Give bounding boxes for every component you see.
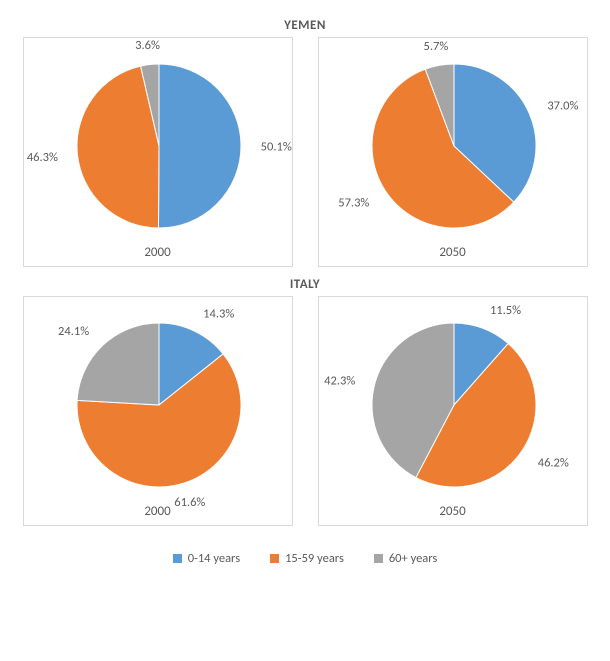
pie-chart: 50.1% 46.3% 3.6% 2000: [23, 37, 293, 267]
slice-label-age_60_plus: 3.6%: [135, 38, 160, 53]
pie-svg: 37.0% 57.3% 5.7%: [319, 38, 589, 268]
legend-item-age_60_plus: 60+ years: [374, 551, 437, 566]
legend-label: 15-59 years: [285, 551, 344, 566]
slice-label-age_60_plus: 5.7%: [423, 39, 448, 54]
chart-row: 50.1% 46.3% 3.6% 2000 37.0% 57.3% 5.7% 2050: [10, 37, 600, 267]
pie-svg: 11.5% 46.2% 42.3%: [319, 297, 589, 527]
slice-label-age_0_14: 14.3%: [203, 306, 234, 321]
legend-swatch: [173, 554, 182, 563]
pie-svg: 50.1% 46.3% 3.6%: [24, 38, 294, 268]
chart-row: 14.3% 61.6% 24.1% 2000 11.5% 46.2% 42.3% 2050: [10, 296, 600, 526]
legend: 0-14 years 15-59 years 60+ years: [10, 551, 600, 566]
year-label: 2000: [144, 504, 170, 519]
pie-slice-age_60_plus: [77, 323, 159, 405]
pie-slice-age_0_14: [158, 64, 241, 228]
pie-chart: 11.5% 46.2% 42.3% 2050: [318, 296, 588, 526]
year-label: 2050: [439, 504, 465, 519]
section-title: ITALY: [10, 277, 600, 292]
legend-swatch: [374, 554, 383, 563]
slice-label-age_15_59: 57.3%: [338, 195, 369, 210]
slice-label-age_0_14: 50.1%: [260, 139, 291, 154]
legend-item-age_0_14: 0-14 years: [173, 551, 240, 566]
legend-swatch: [270, 554, 279, 563]
slice-label-age_60_plus: 42.3%: [324, 374, 355, 389]
slice-label-age_0_14: 37.0%: [547, 99, 578, 114]
legend-item-age_15_59: 15-59 years: [270, 551, 344, 566]
slice-label-age_15_59: 46.3%: [26, 150, 57, 165]
slice-label-age_0_14: 11.5%: [489, 303, 520, 318]
pie-chart: 37.0% 57.3% 5.7% 2050: [318, 37, 588, 267]
slice-label-age_15_59: 61.6%: [174, 495, 205, 510]
year-label: 2000: [144, 245, 170, 260]
year-label: 2050: [439, 245, 465, 260]
legend-label: 0-14 years: [188, 551, 240, 566]
pie-chart: 14.3% 61.6% 24.1% 2000: [23, 296, 293, 526]
section-title: YEMEN: [10, 18, 600, 33]
slice-label-age_15_59: 46.2%: [537, 456, 568, 471]
pie-svg: 14.3% 61.6% 24.1%: [24, 297, 294, 527]
slice-label-age_60_plus: 24.1%: [58, 324, 89, 339]
legend-label: 60+ years: [389, 551, 437, 566]
